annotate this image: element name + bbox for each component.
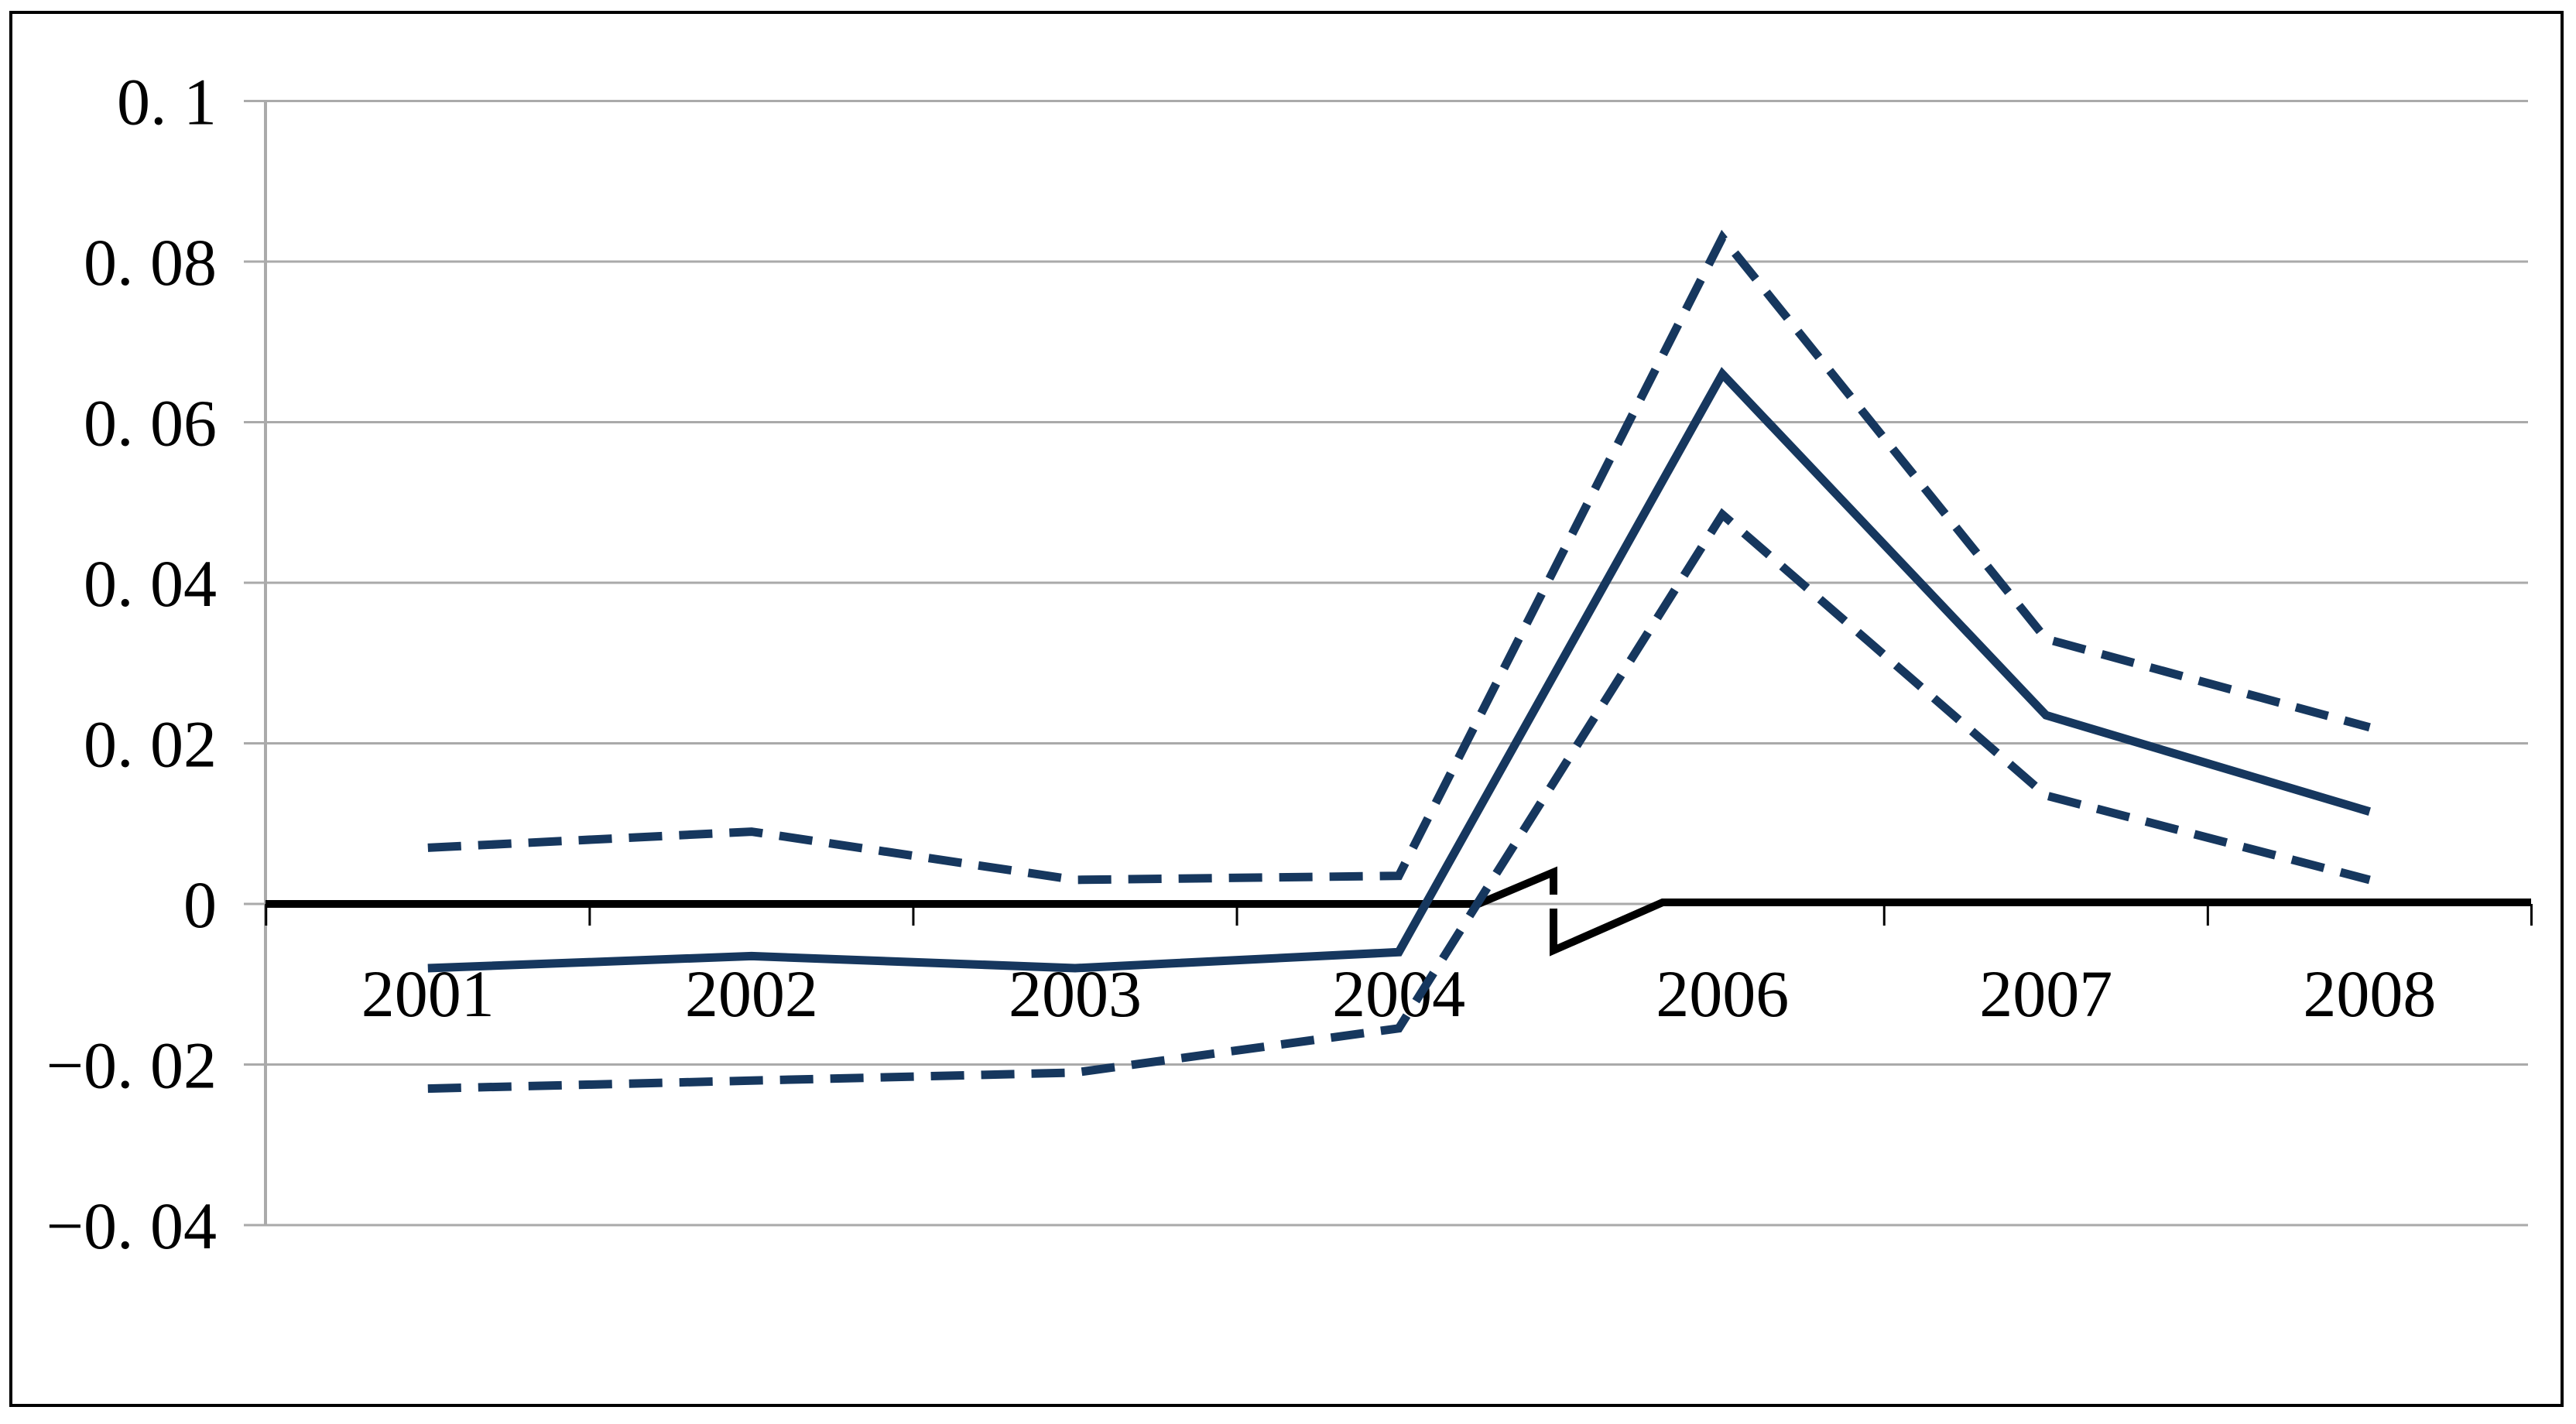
y-axis — [244, 100, 267, 1227]
x-tick-label: 2006 — [1656, 957, 1789, 1031]
x-tick-label: 2002 — [685, 957, 818, 1031]
zero-line-with-axis-break — [265, 866, 2531, 957]
series-line-lower-confidence-bound — [427, 508, 2371, 1094]
x-tick-label: 2008 — [2303, 957, 2436, 1031]
data-series — [427, 229, 2371, 1094]
x-tick-label: 2007 — [1979, 957, 2112, 1031]
y-tick-label: 0. 06 — [84, 386, 217, 460]
y-tick-label: −0. 02 — [46, 1029, 217, 1103]
y-tick-label: 0. 1 — [117, 65, 217, 139]
gridlines — [265, 100, 2528, 1227]
y-tick-label: 0. 02 — [84, 707, 217, 782]
y-tick-label: −0. 04 — [46, 1189, 217, 1263]
series-line-point-estimate — [427, 367, 2371, 973]
zero-line-right-segment — [1550, 899, 2531, 957]
y-tick-label: 0. 08 — [84, 225, 217, 300]
series-line-upper-confidence-bound — [427, 229, 2371, 885]
y-tick-label: 0. 04 — [84, 546, 217, 621]
y-axis-labels: 0. 1 0. 08 0. 06 0. 04 0. 02 0 −0. 02 −0. 04 — [46, 65, 217, 1264]
x-tick-label: 2004 — [1332, 957, 1465, 1031]
x-axis-labels: 2001 2002 2003 2004 2006 2007 2008 — [361, 957, 2437, 1031]
zero-line-left-segment — [265, 866, 1557, 908]
y-tick-label: 0 — [183, 868, 217, 942]
